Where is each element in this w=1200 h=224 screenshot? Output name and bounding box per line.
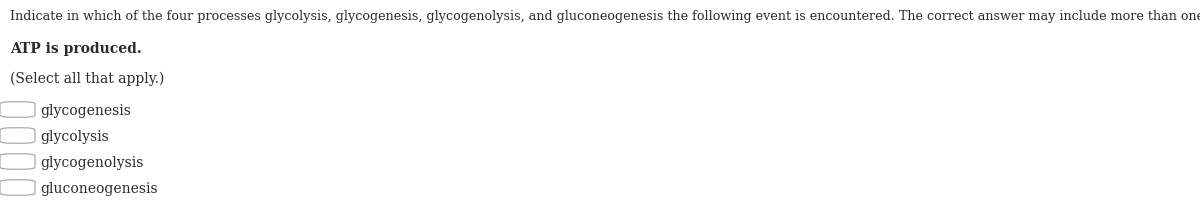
Text: glycogenesis: glycogenesis [40,104,131,118]
Text: glycogenolysis: glycogenolysis [40,156,143,170]
Text: (Select all that apply.): (Select all that apply.) [10,72,164,86]
Text: ATP is produced.: ATP is produced. [10,42,142,56]
Text: gluconeogenesis: gluconeogenesis [40,182,157,196]
Text: Indicate in which of the four processes glycolysis, glycogenesis, glycogenolysis: Indicate in which of the four processes … [10,10,1200,23]
Text: glycolysis: glycolysis [40,130,109,144]
